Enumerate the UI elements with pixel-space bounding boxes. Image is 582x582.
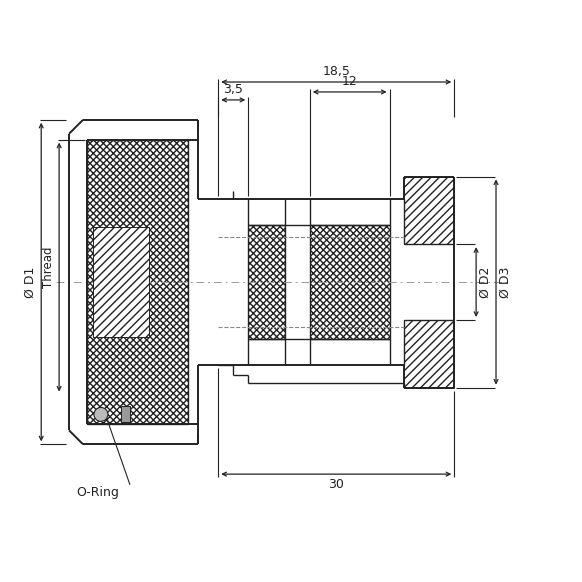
- Text: Thread: Thread: [42, 246, 55, 288]
- Bar: [310, 225, 389, 339]
- Bar: [87, 140, 189, 424]
- Circle shape: [94, 407, 108, 421]
- Text: O-Ring: O-Ring: [76, 485, 119, 499]
- Bar: [93, 228, 148, 337]
- Text: 30: 30: [328, 478, 344, 491]
- Bar: [121, 406, 130, 423]
- Bar: [248, 225, 285, 339]
- Text: 12: 12: [342, 75, 357, 88]
- Text: Ø D3: Ø D3: [499, 267, 512, 298]
- Text: Ø D2: Ø D2: [479, 267, 492, 298]
- Bar: [404, 320, 454, 388]
- Text: 18,5: 18,5: [322, 65, 350, 78]
- Text: 3,5: 3,5: [223, 83, 243, 96]
- Text: Ø D1: Ø D1: [24, 267, 37, 298]
- Bar: [404, 176, 454, 244]
